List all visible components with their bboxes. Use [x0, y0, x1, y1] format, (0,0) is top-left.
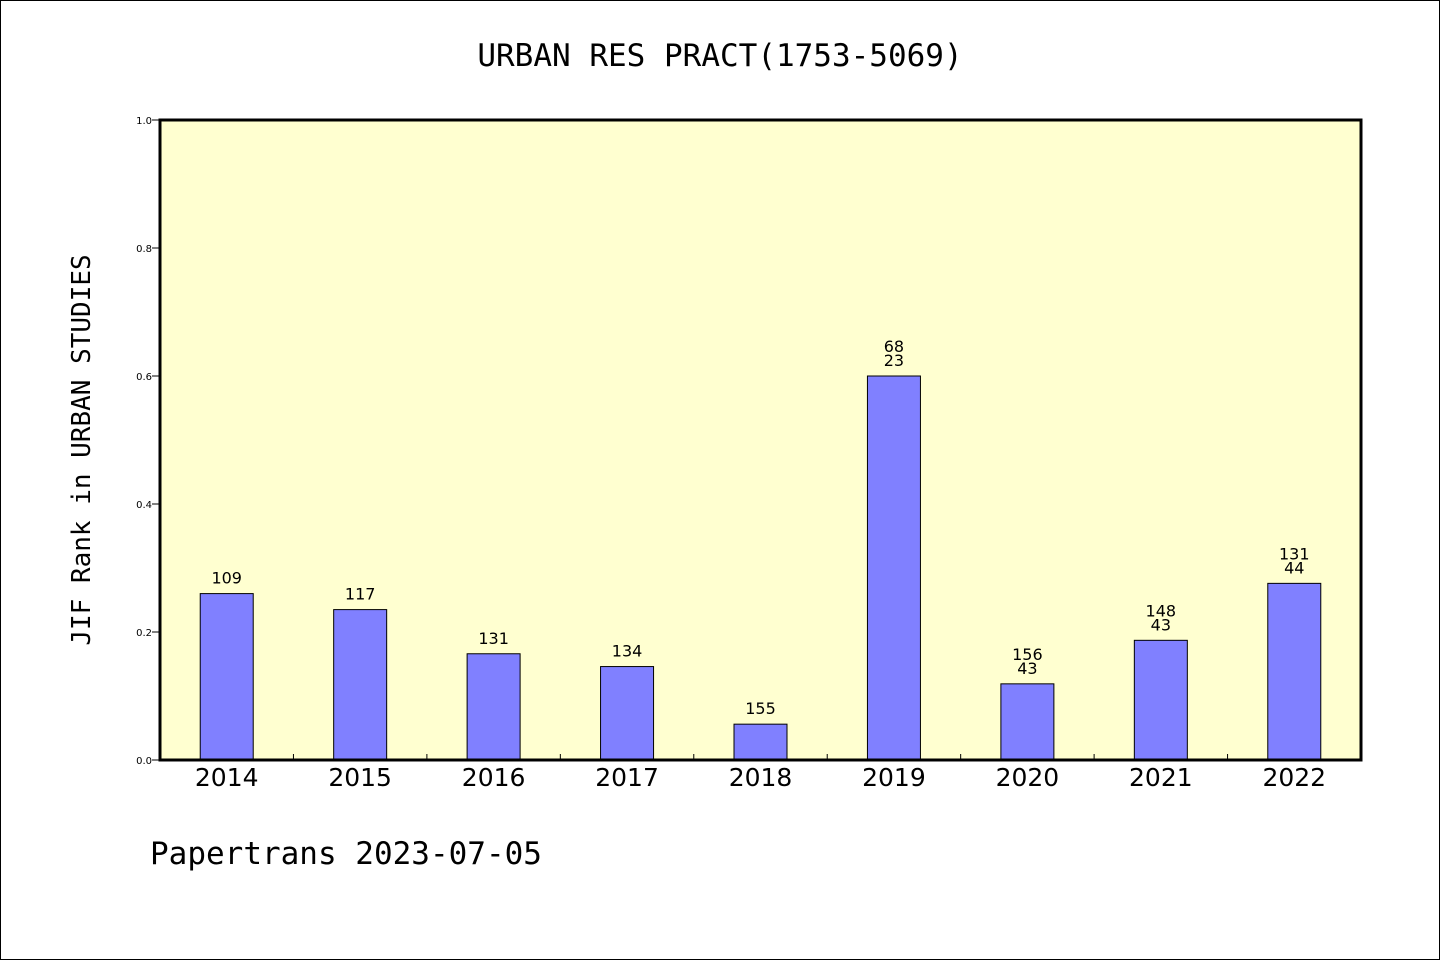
bar [333, 609, 388, 761]
plot-border [158, 118, 1363, 762]
bar-data-label: 131 [1279, 544, 1310, 563]
bar-data-label: 68 [884, 337, 904, 356]
bar-data-label: 148 [1146, 601, 1177, 620]
y-axis-label: JIF Rank in URBAN STUDIES [67, 254, 97, 645]
y-tick-label: 0.8 [136, 244, 152, 255]
x-tick-label: 2021 [1129, 763, 1193, 792]
y-tick-label: 0.6 [136, 372, 152, 383]
bar-data-label: 43 [1017, 659, 1037, 678]
y-axis-ticks: 0.0 0.2 0.4 0.6 0.8 1.0 [136, 116, 160, 767]
bar-data-label: 44 [1284, 558, 1304, 577]
y-tick-label: 0.0 [136, 756, 152, 767]
x-tick-label: 2018 [729, 763, 793, 792]
bar [733, 723, 788, 761]
bar-data-label: 23 [884, 351, 904, 370]
bar-data-label: 155 [745, 699, 776, 718]
footer-text: Papertrans 2023-07-05 [150, 836, 542, 872]
x-tick-label: 2014 [195, 763, 259, 792]
bar [1000, 683, 1055, 761]
bar [1267, 582, 1322, 761]
bar-data-label: 131 [478, 629, 509, 648]
y-tick-label: 0.4 [136, 500, 152, 511]
x-tick-label: 2016 [462, 763, 526, 792]
x-axis-labels: 2014 2015 2016 2017 2018 2019 2020 2021 2022 [195, 754, 1326, 792]
bar [866, 375, 921, 761]
bar-data-label: 134 [612, 642, 643, 661]
chart-title: URBAN RES PRACT(1753-5069) [477, 38, 962, 74]
bar-data-label: 109 [211, 569, 242, 588]
bar [1133, 639, 1188, 761]
x-tick-label: 2015 [328, 763, 392, 792]
bar [199, 593, 254, 761]
bar-data-label: 156 [1012, 645, 1043, 664]
x-tick-label: 2020 [996, 763, 1060, 792]
bar [600, 666, 655, 761]
x-tick-label: 2017 [595, 763, 659, 792]
y-tick-label: 1.0 [136, 116, 152, 127]
bar [466, 653, 521, 761]
x-tick-label: 2019 [862, 763, 926, 792]
bar-data-label: 43 [1151, 615, 1171, 634]
y-tick-label: 0.2 [136, 628, 152, 639]
bar-data-label: 117 [345, 585, 376, 604]
x-tick-label: 2022 [1262, 763, 1326, 792]
